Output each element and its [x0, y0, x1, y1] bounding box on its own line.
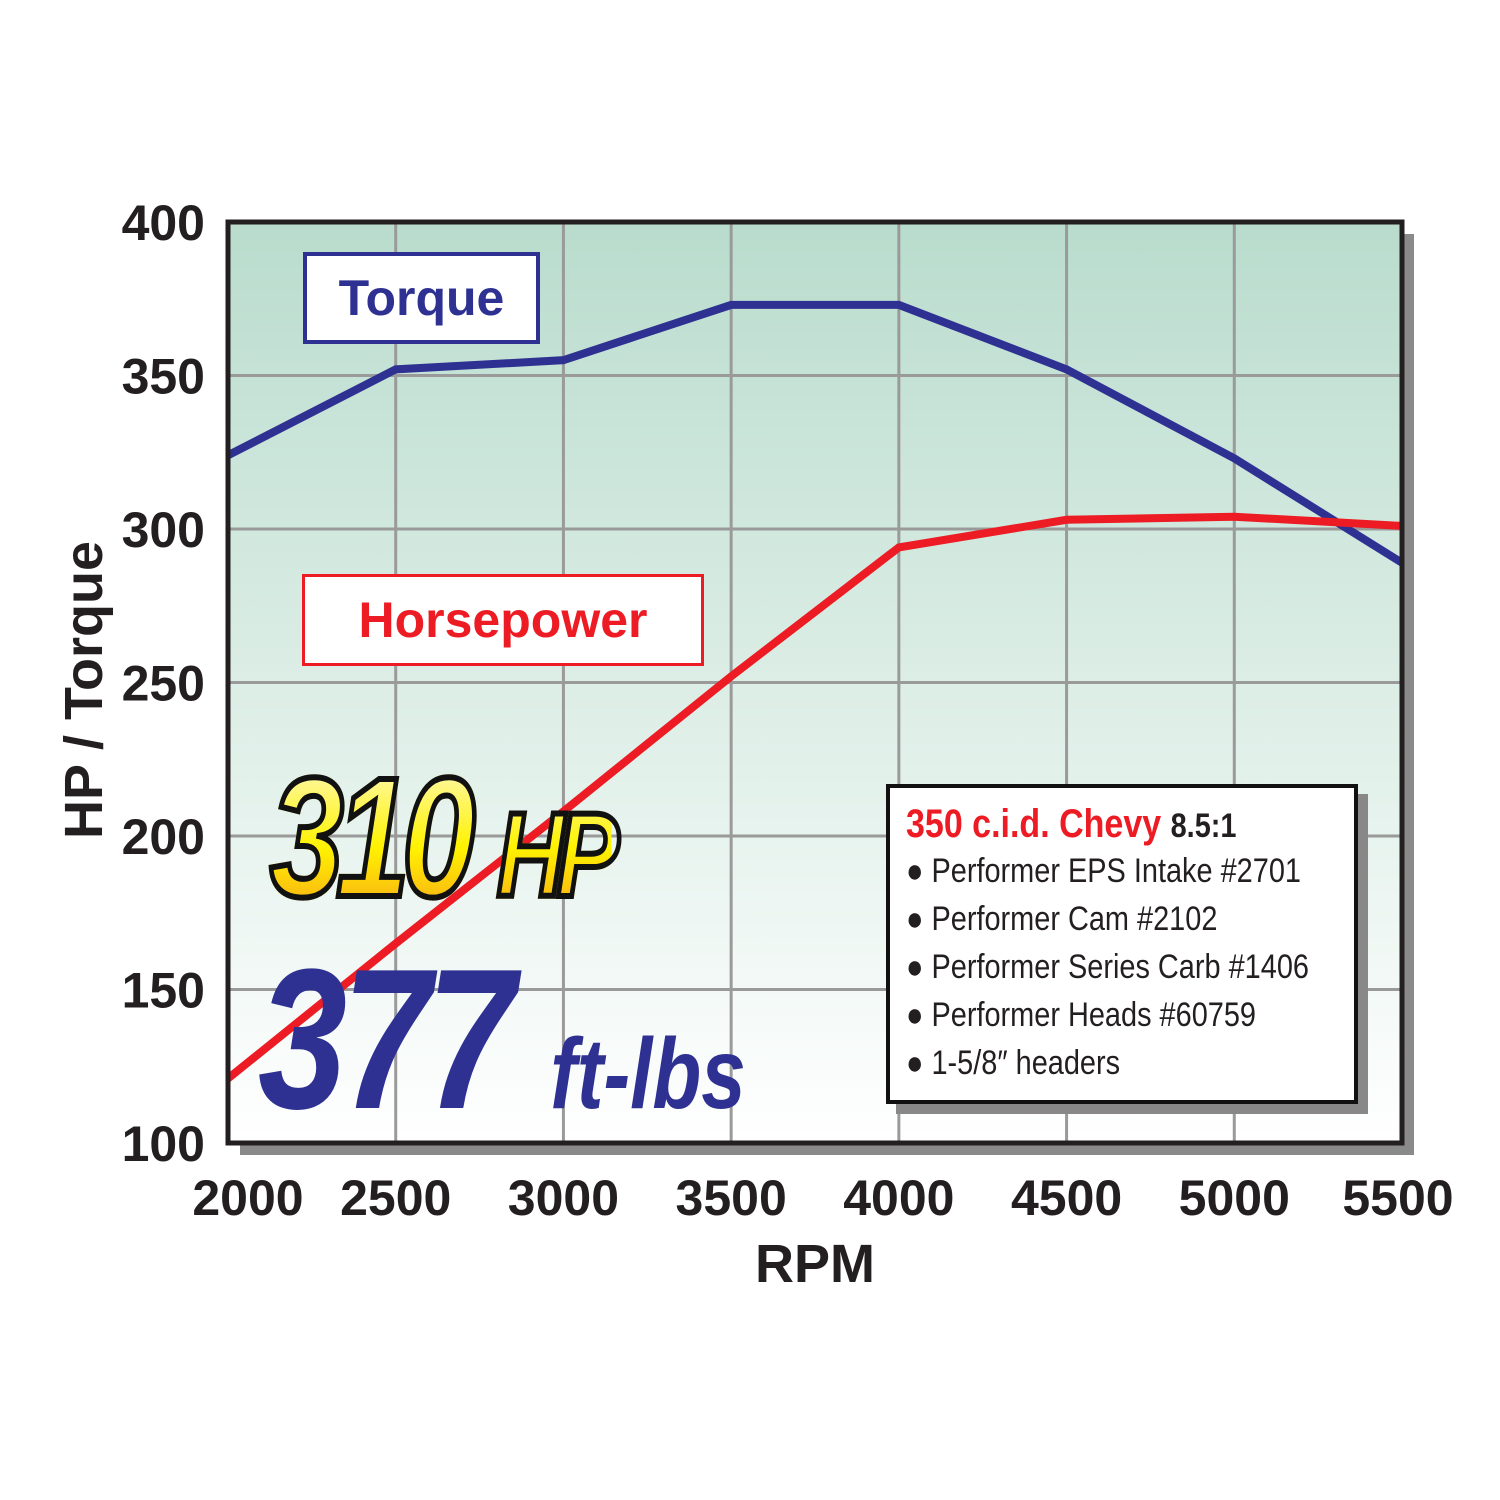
peak-hp-unit: HP [495, 785, 622, 925]
spec-item-text: 1-5/8″ headers [931, 1044, 1121, 1082]
spec-title: 350 c.i.d. Chevy 8.5:1 [906, 802, 1273, 847]
plot-border [225, 219, 1405, 1146]
spec-item: ● Performer Series Carb #1406 [906, 948, 1309, 986]
legend-horsepower: Horsepower [302, 574, 704, 666]
series-line-torque [226, 300, 1405, 567]
x-tick-label: 5000 [1179, 1170, 1290, 1226]
x-tick-label: 2000 [192, 1170, 303, 1226]
x-tick-label: 4000 [843, 1170, 954, 1226]
peak-torque-annotation: 377 ft-lbs [258, 925, 746, 1155]
peak-torque-value: 377 [258, 928, 515, 1151]
x-tick-label: 2500 [340, 1170, 451, 1226]
y-tick-label: 200 [122, 809, 205, 865]
spec-item-text: Performer Heads #60759 [931, 996, 1257, 1034]
spec-item-text: Performer Cam #2102 [931, 900, 1218, 938]
spec-item: ● 1-5/8″ headers [906, 1044, 1121, 1082]
x-tick-label: 4500 [1011, 1170, 1122, 1226]
y-axis-label: HP / Torque [54, 541, 114, 839]
spec-item: ● Performer Heads #60759 [906, 996, 1257, 1034]
compression-ratio: 8.5:1 [1170, 807, 1237, 845]
series-line-horsepower [225, 512, 1403, 1082]
x-tick-label: 5500 [1342, 1170, 1453, 1226]
y-tick-label: 400 [122, 195, 205, 251]
y-tick-label: 250 [122, 656, 205, 712]
y-tick-label: 300 [122, 502, 205, 558]
x-tick-label: 3500 [676, 1170, 787, 1226]
x-tick-label: 3000 [508, 1170, 619, 1226]
legend-torque: Torque [303, 252, 540, 344]
peak-torque-unit: ft-lbs [550, 1018, 746, 1130]
peak-hp-annotation: 310 HP [268, 740, 622, 936]
spec-item-text: Performer EPS Intake #2701 [931, 852, 1301, 890]
y-tick-label: 150 [122, 963, 205, 1019]
engine-spec-box: 350 c.i.d. Chevy 8.5:1 ● Performer EPS I… [886, 784, 1358, 1104]
x-axis-label: RPM [755, 1234, 875, 1294]
peak-hp-value: 310 [268, 740, 478, 936]
y-tick-label: 100 [122, 1116, 205, 1172]
y-tick-label: 350 [122, 349, 205, 405]
spec-item: ● Performer Cam #2102 [906, 900, 1218, 938]
spec-item: ● Performer EPS Intake #2701 [906, 852, 1301, 890]
engine-name: 350 c.i.d. Chevy [906, 802, 1162, 846]
spec-item-text: Performer Series Carb #1406 [931, 948, 1309, 986]
